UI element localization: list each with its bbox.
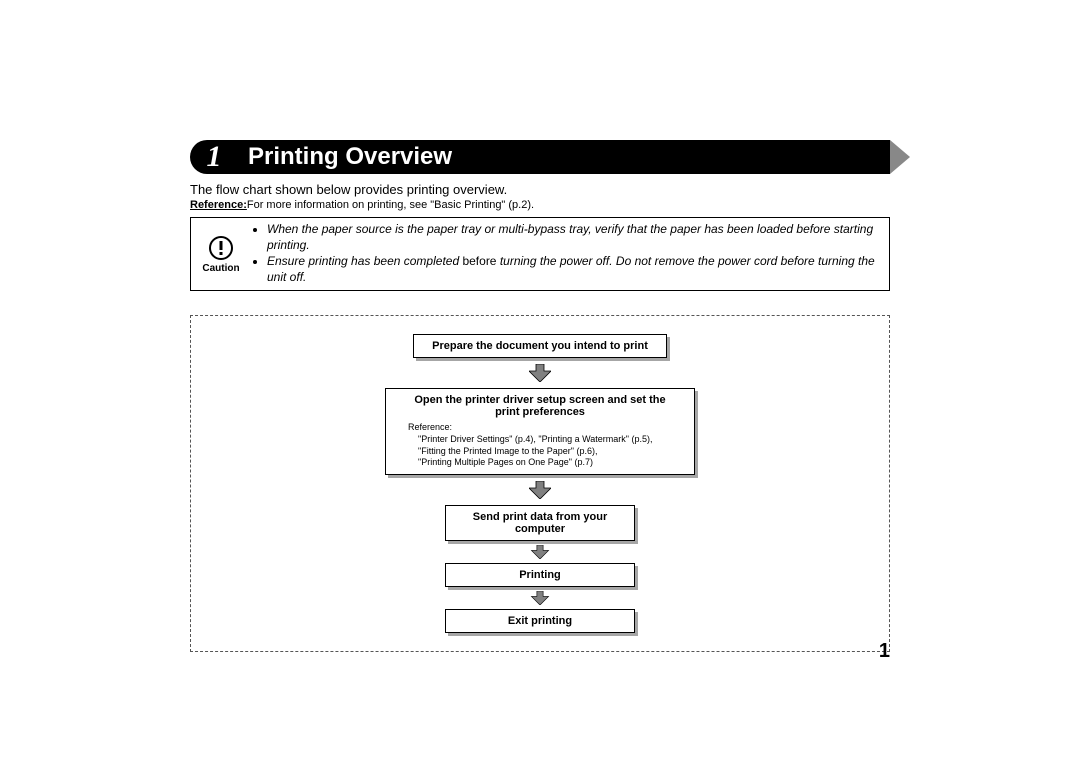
flow-step-label: Open the printer driver setup screen and…	[404, 394, 676, 418]
caution-badge: Caution	[191, 218, 251, 290]
chapter-title: Printing Overview	[238, 140, 890, 174]
caution-label: Caution	[202, 263, 239, 274]
reference-line: Reference:For more information on printi…	[190, 199, 890, 211]
caution-item-2: Ensure printing has been completed befor…	[267, 254, 881, 285]
flow-step-printing: Printing	[445, 563, 635, 587]
flow-step-prepare: Prepare the document you intend to print	[413, 334, 667, 358]
flow-arrow-icon	[529, 481, 551, 499]
page-number: 1	[190, 640, 890, 663]
flow-step-ref-line: "Printer Driver Settings" (p.4), "Printi…	[408, 434, 676, 446]
flow-arrow-icon	[530, 591, 550, 605]
flow-step-label: Printing	[464, 569, 616, 581]
reference-label: Reference:	[190, 199, 247, 211]
caution-box: Caution When the paper source is the pap…	[190, 217, 890, 291]
flow-step-ref-label: Reference:	[408, 422, 676, 434]
chapter-arrow-icon	[890, 140, 910, 174]
flow-step-label: Prepare the document you intend to print	[432, 340, 648, 352]
caution-item-1: When the paper source is the paper tray …	[267, 222, 881, 253]
chapter-header-bar: 1 Printing Overview	[190, 140, 890, 174]
flow-step-reference-block: Reference: "Printer Driver Settings" (p.…	[404, 422, 676, 469]
flow-step-driver-setup: Open the printer driver setup screen and…	[385, 388, 695, 475]
flow-step-label: Send print data from your computer	[464, 511, 616, 535]
flow-step-ref-line: "Fitting the Printed Image to the Paper"…	[408, 446, 676, 458]
caution-icon	[208, 235, 234, 261]
page-content: 1 Printing Overview The flow chart shown…	[190, 140, 890, 652]
flow-step-exit: Exit printing	[445, 609, 635, 633]
reference-text: For more information on printing, see "B…	[247, 199, 534, 211]
flow-arrow-icon	[530, 545, 550, 559]
caution-body: When the paper source is the paper tray …	[251, 218, 889, 290]
flow-arrow-icon	[529, 364, 551, 382]
flow-tight-group: Send print data from your computer Print…	[445, 505, 635, 633]
chapter-number-badge: 1	[190, 140, 238, 174]
intro-paragraph: The flow chart shown below provides prin…	[190, 182, 890, 197]
flowchart-container: Prepare the document you intend to print…	[190, 315, 890, 652]
flow-step-ref-line: "Printing Multiple Pages on One Page" (p…	[408, 457, 676, 469]
flow-step-send-data: Send print data from your computer	[445, 505, 635, 541]
flow-step-label: Exit printing	[464, 615, 616, 627]
